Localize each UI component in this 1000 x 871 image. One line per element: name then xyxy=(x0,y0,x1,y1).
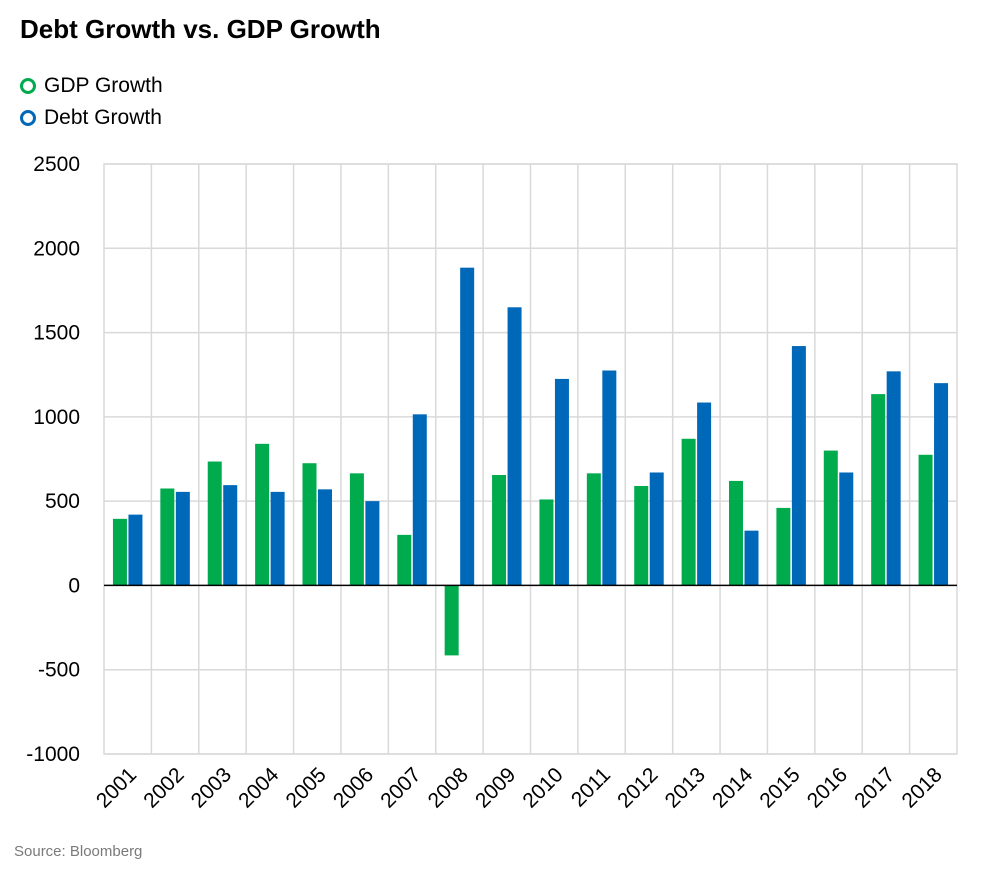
x-tick-label: 2013 xyxy=(661,763,710,812)
bar-debt-growth xyxy=(791,346,806,586)
bar-gdp-growth xyxy=(492,475,507,586)
bar-debt-growth xyxy=(175,491,190,586)
bar-gdp-growth xyxy=(729,480,743,586)
x-tick-label: 2016 xyxy=(803,763,852,812)
x-tick-label: 2015 xyxy=(755,763,804,812)
bar-gdp-growth xyxy=(160,488,175,586)
x-tick-label: 2007 xyxy=(376,763,425,812)
bar-gdp-growth xyxy=(586,473,601,586)
x-tick-label: 2003 xyxy=(187,763,236,812)
bar-gdp-growth xyxy=(207,461,222,586)
bar-gdp-growth xyxy=(444,585,459,656)
chart-title: Debt Growth vs. GDP Growth xyxy=(20,14,381,44)
y-tick-label: 1500 xyxy=(33,322,80,345)
bar-debt-growth xyxy=(697,402,712,586)
bar-debt-growth xyxy=(318,489,332,586)
legend-item-debt: Debt Growth xyxy=(20,102,163,134)
bar-debt-growth xyxy=(412,414,427,586)
bar-gdp-growth xyxy=(112,518,127,586)
legend-label-gdp: GDP Growth xyxy=(44,74,163,97)
y-tick-label: 2000 xyxy=(33,237,80,260)
y-tick-label: 2500 xyxy=(33,153,80,176)
bar-debt-growth xyxy=(270,491,285,586)
bar-debt-growth xyxy=(934,383,949,586)
x-tick-label: 2004 xyxy=(234,763,284,813)
x-tick-label: 2017 xyxy=(850,763,899,812)
bar-gdp-growth xyxy=(539,499,554,586)
x-tick-label: 2018 xyxy=(898,763,947,812)
bar-debt-growth xyxy=(839,472,854,586)
bar-debt-growth xyxy=(886,371,901,586)
x-tick-label: 2002 xyxy=(139,763,188,812)
y-tick-label: -1000 xyxy=(26,743,80,766)
x-tick-label: 2005 xyxy=(281,763,330,812)
bar-debt-growth xyxy=(507,307,522,586)
legend-marker-debt xyxy=(20,110,36,126)
x-tick-label: 2014 xyxy=(708,763,758,813)
bar-gdp-growth xyxy=(918,454,933,586)
bar-debt-growth xyxy=(460,267,475,586)
x-tick-label: 2008 xyxy=(424,763,473,812)
x-tick-label: 2009 xyxy=(471,763,520,812)
bar-debt-growth xyxy=(365,501,380,586)
x-tick-label: 2006 xyxy=(329,763,378,812)
source-note: Source: Bloomberg xyxy=(14,843,143,860)
bar-gdp-growth xyxy=(871,394,886,586)
bar-debt-growth xyxy=(649,472,664,586)
x-tick-label: 2001 xyxy=(92,763,141,812)
legend-item-gdp: GDP Growth xyxy=(20,70,163,102)
x-tick-label: 2012 xyxy=(613,763,662,812)
y-tick-label: -500 xyxy=(38,659,80,682)
bar-gdp-growth xyxy=(634,485,649,586)
bar-gdp-growth xyxy=(349,473,364,586)
x-tick-label: 2010 xyxy=(518,763,567,812)
legend: GDP Growth Debt Growth xyxy=(20,70,163,134)
y-tick-label: 1000 xyxy=(33,406,80,429)
bar-gdp-growth xyxy=(681,438,696,586)
bar-debt-growth xyxy=(744,530,759,586)
bar-gdp-growth xyxy=(397,534,412,586)
bar-gdp-growth xyxy=(302,463,317,586)
bar-debt-growth xyxy=(602,370,617,586)
y-tick-label: 500 xyxy=(45,490,80,513)
bar-gdp-growth xyxy=(255,443,270,586)
legend-label-debt: Debt Growth xyxy=(44,106,162,129)
bar-debt-growth xyxy=(223,485,238,586)
bar-debt-growth xyxy=(554,378,569,586)
legend-marker-gdp xyxy=(20,78,36,94)
bar-debt-growth xyxy=(128,514,143,586)
y-tick-label: 0 xyxy=(68,574,80,597)
bar-gdp-growth xyxy=(823,450,838,586)
bar-gdp-growth xyxy=(776,507,791,586)
x-tick-label: 2011 xyxy=(567,763,615,811)
